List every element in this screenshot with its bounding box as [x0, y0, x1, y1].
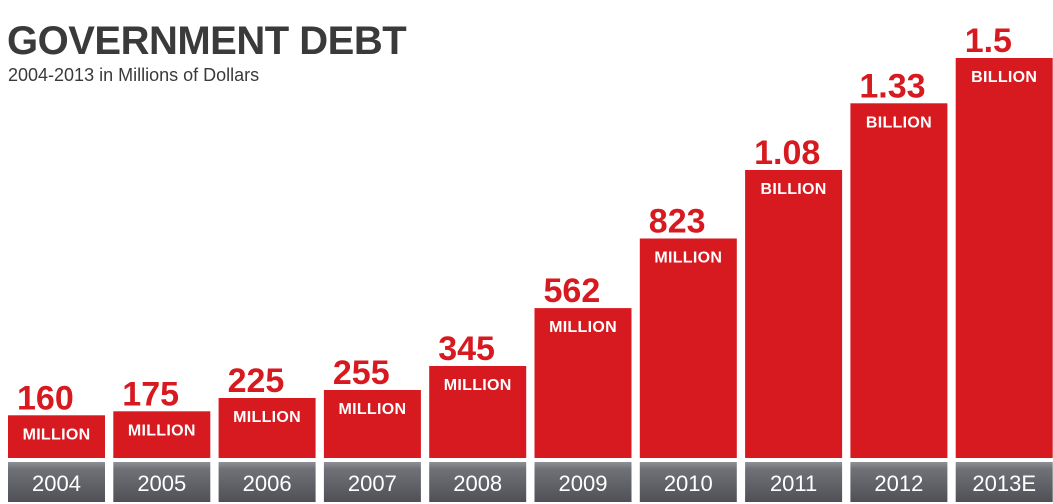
unit-label-2012: BILLION	[866, 114, 932, 131]
value-label-2010: 823	[649, 203, 706, 241]
value-label-2008: 345	[438, 330, 495, 368]
value-label-2005: 175	[122, 375, 179, 413]
tick-label-2013E: 2013E	[972, 471, 1036, 496]
value-label-2007: 255	[333, 354, 390, 392]
bar-2009	[534, 308, 632, 458]
unit-label-2010: MILLION	[654, 250, 722, 267]
year-band-2011	[745, 462, 843, 502]
value-label-2006: 225	[228, 362, 285, 400]
chart-subtitle: 2004-2013 in Millions of Dollars	[8, 65, 260, 85]
tick-label-2008: 2008	[453, 471, 502, 496]
unit-label-2004: MILLION	[23, 426, 91, 443]
tick-label-2004: 2004	[32, 471, 81, 496]
unit-label-2011: BILLION	[761, 181, 827, 198]
year-band-2004	[8, 462, 105, 502]
tick-label-2012: 2012	[874, 471, 923, 496]
year-band-2005	[113, 462, 211, 502]
bars-layer: 160 MILLION 2004 175 MILLION 2005 225 MILLION 20…	[8, 22, 1053, 502]
tick-label-2009: 2009	[559, 471, 608, 496]
unit-label-2008: MILLION	[444, 377, 512, 394]
year-band-2009	[534, 462, 632, 502]
tick-label-2006: 2006	[243, 471, 292, 496]
bar-2013E	[955, 58, 1053, 458]
year-band-2013E	[955, 462, 1053, 502]
bar-2008	[429, 366, 527, 458]
value-label-2012: 1.33	[859, 67, 925, 105]
bar-2012	[850, 103, 948, 459]
year-band-2008	[429, 462, 527, 502]
year-band-2010	[639, 462, 737, 502]
unit-label-2013E: BILLION	[971, 69, 1037, 86]
bar-2011	[745, 170, 843, 458]
year-band-2007	[323, 462, 421, 502]
tick-label-2007: 2007	[348, 471, 397, 496]
tick-label-2010: 2010	[664, 471, 713, 496]
value-label-2013E: 1.5	[965, 22, 1012, 60]
value-label-2011: 1.08	[754, 134, 820, 172]
bar-2006	[218, 398, 316, 458]
unit-label-2007: MILLION	[338, 401, 406, 418]
bar-2004	[8, 415, 105, 458]
bar-2005	[113, 411, 211, 458]
tick-label-2005: 2005	[137, 471, 186, 496]
year-band-2006	[218, 462, 316, 502]
bar-2007	[323, 390, 421, 458]
unit-label-2005: MILLION	[128, 422, 196, 439]
bar-2010	[639, 238, 737, 458]
value-label-2004: 160	[17, 379, 74, 417]
tick-label-2011: 2011	[770, 471, 817, 496]
unit-label-2009: MILLION	[549, 319, 617, 336]
chart-title: GOVERNMENT DEBT	[7, 19, 407, 63]
year-band-2012	[850, 462, 948, 502]
unit-label-2006: MILLION	[233, 409, 301, 426]
value-label-2009: 562	[544, 272, 601, 310]
